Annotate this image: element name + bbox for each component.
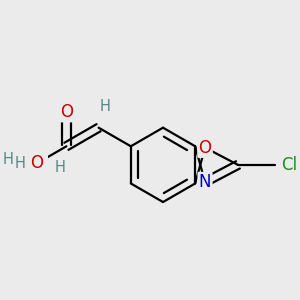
Text: O: O bbox=[30, 154, 43, 172]
Text: H: H bbox=[3, 152, 14, 167]
Text: O: O bbox=[60, 103, 73, 121]
Text: H: H bbox=[99, 99, 110, 114]
Text: N: N bbox=[199, 173, 211, 191]
Text: H: H bbox=[15, 156, 26, 171]
Text: H: H bbox=[55, 160, 66, 175]
Text: Cl: Cl bbox=[281, 156, 297, 174]
Text: O: O bbox=[199, 139, 212, 157]
